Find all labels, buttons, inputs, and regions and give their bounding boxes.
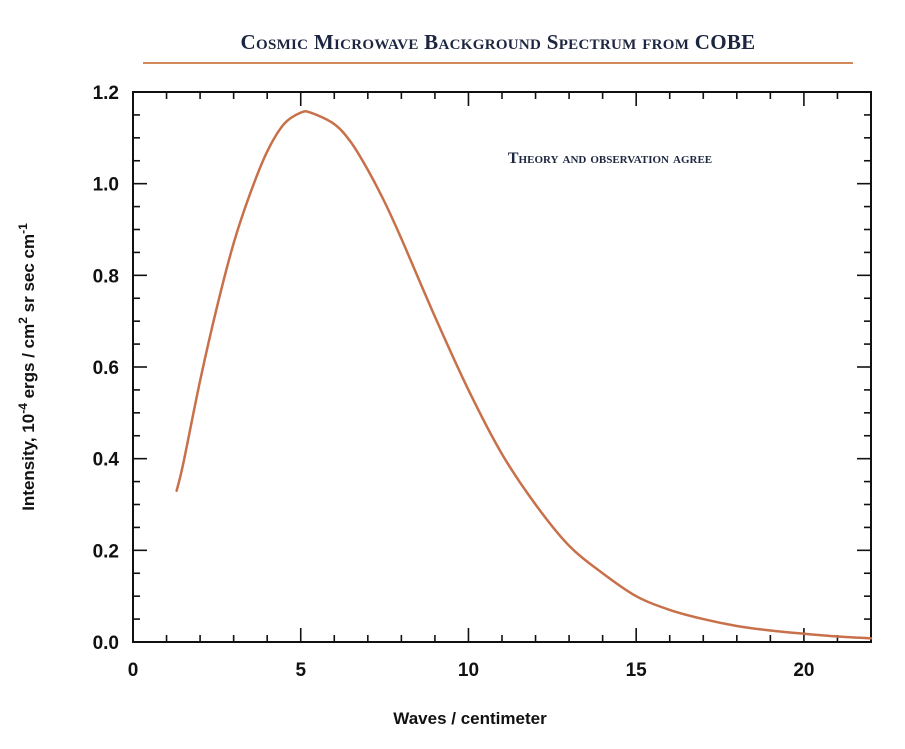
x-tick-label: 5 <box>295 660 306 681</box>
y-axis-title-part: Intensity, 10 <box>19 414 38 511</box>
plot-frame <box>132 91 872 643</box>
x-tick-label: 0 <box>128 660 139 681</box>
annotation-text: Theory and observation agree <box>508 150 712 167</box>
y-tick-label: 0.4 <box>93 450 120 471</box>
y-axis-title-part: ergs / cm <box>19 324 38 403</box>
x-tick-label: 20 <box>793 660 814 681</box>
y-tick-label: 0.8 <box>93 266 119 287</box>
x-tick-label: 10 <box>458 660 479 681</box>
y-axis-title-part: sr sec cm <box>19 234 38 317</box>
x-tick-label: 15 <box>626 660 648 681</box>
y-tick-label: 0.0 <box>93 633 119 654</box>
y-axis-title-exponent: -1 <box>16 223 30 234</box>
chart-title: Cosmic Microwave Background Spectrum fro… <box>240 30 756 54</box>
y-tick-label: 0.2 <box>93 541 119 562</box>
tick-marks <box>132 91 872 643</box>
tick-labels: 0 5 10 15 20 0.0 0.2 0.4 0.6 0.8 1.0 1.2 <box>93 83 815 681</box>
spectrum-curve <box>175 109 873 640</box>
y-axis-title-exponent: -4 <box>16 403 30 414</box>
x-axis-title: Waves / centimeter <box>393 709 547 728</box>
title-underline <box>143 62 853 64</box>
y-tick-label: 1.0 <box>93 175 119 196</box>
y-tick-label: 1.2 <box>93 83 119 104</box>
y-tick-label: 0.6 <box>93 358 119 379</box>
y-axis-title-exponent: 2 <box>16 317 30 324</box>
y-axis-title: Intensity, 10-4 ergs / cm2 sr sec cm-1 <box>16 223 38 511</box>
